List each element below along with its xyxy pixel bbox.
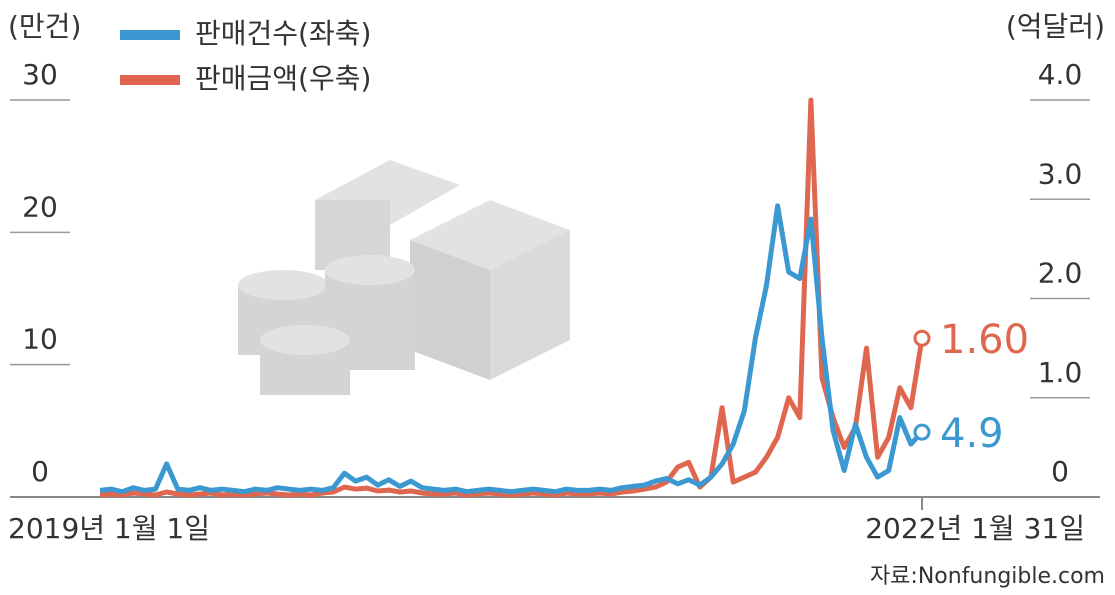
y2-tick-label: 2.0 (1038, 257, 1083, 290)
y2-tick-label: 4.0 (1038, 58, 1083, 91)
y-axis-label: (만건) (8, 10, 81, 43)
y-tick-label: 30 (22, 58, 58, 91)
data-label: 1.60 (940, 317, 1029, 363)
source: 자료:Nonfungible.com (870, 564, 1105, 589)
y-tick-label: 10 (22, 323, 58, 356)
y-tick-label: 20 (22, 190, 58, 223)
legend-label: 판매금액(우축) (195, 62, 371, 95)
legend-label: 판매건수(좌축) (195, 17, 371, 50)
end-marker (915, 331, 929, 345)
end-marker (915, 425, 929, 439)
y2-tick-label: 0 (1051, 455, 1069, 488)
y2-tick-label: 3.0 (1038, 157, 1083, 190)
y2-tick-label: 1.0 (1038, 356, 1083, 389)
x-tick-label: 2022년 1월 31일 (865, 512, 1085, 545)
data-label: 4.9 (940, 411, 1004, 457)
y-tick-label: 0 (31, 455, 49, 488)
background-illustration (238, 160, 570, 395)
x-tick-label: 2019년 1월 1일 (8, 512, 210, 545)
chart: (만건) (억달러) 자료:Nonfungible.com 0 10 20 30 0 1.… (0, 0, 1115, 591)
y2-axis-label: (억달러) (1006, 10, 1105, 43)
